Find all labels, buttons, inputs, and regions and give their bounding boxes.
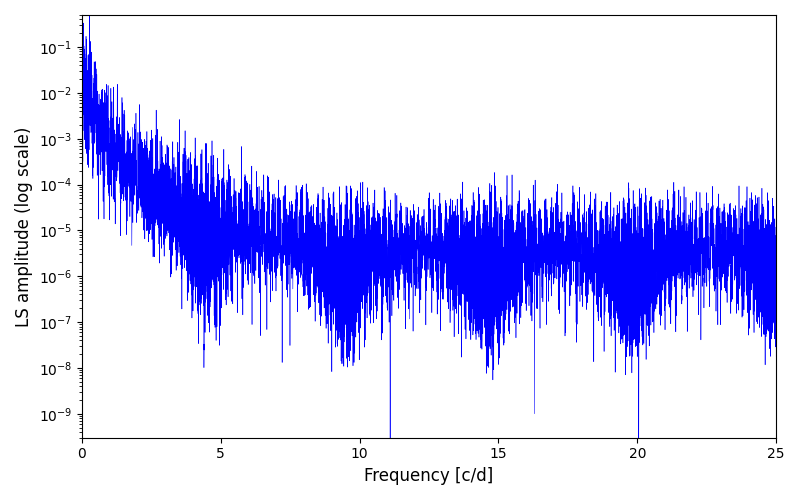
X-axis label: Frequency [c/d]: Frequency [c/d]: [364, 467, 494, 485]
Y-axis label: LS amplitude (log scale): LS amplitude (log scale): [15, 126, 33, 326]
